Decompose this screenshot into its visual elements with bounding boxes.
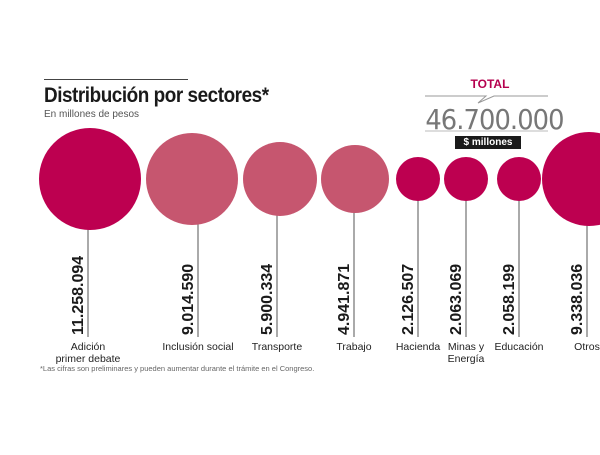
chart-subtitle: En millones de pesos bbox=[44, 109, 140, 120]
bubble-1 bbox=[146, 133, 238, 225]
total-label: TOTAL bbox=[470, 77, 510, 91]
total-value: 46.700.000 bbox=[425, 103, 564, 136]
title-rule bbox=[44, 79, 188, 80]
value-label: 2.063.069 bbox=[448, 263, 465, 335]
bubble-4 bbox=[396, 157, 440, 201]
value-label: 9.014.590 bbox=[180, 263, 197, 335]
bubble-5 bbox=[444, 157, 488, 201]
footnote: *Las cifras son preliminares y pueden au… bbox=[40, 364, 315, 373]
category-label: Transporte bbox=[251, 341, 303, 353]
value-label: 4.941.871 bbox=[336, 263, 353, 335]
chart-title: Distribución por sectores* bbox=[44, 84, 269, 107]
bubble-6 bbox=[497, 157, 541, 201]
bubble-0 bbox=[39, 128, 141, 230]
category-label: Inclusión social bbox=[162, 341, 234, 353]
total-callout-line bbox=[425, 95, 548, 104]
category-label: Minas y Energía bbox=[447, 341, 485, 365]
value-label: 9.338.036 bbox=[569, 263, 586, 335]
bubble-2 bbox=[243, 142, 317, 216]
value-label: 2.058.199 bbox=[501, 263, 518, 335]
bubble-7 bbox=[542, 132, 600, 226]
category-label: Adición primer debate bbox=[55, 341, 121, 365]
value-label: 5.900.334 bbox=[259, 263, 276, 335]
category-label: Hacienda bbox=[395, 341, 441, 353]
value-label: 11.258.094 bbox=[70, 255, 87, 335]
bubble-3 bbox=[321, 145, 389, 213]
category-label: Educación bbox=[494, 341, 544, 353]
category-label: Otros bbox=[574, 341, 600, 353]
total-unit-badge: $ millones bbox=[455, 136, 521, 149]
value-label: 2.126.507 bbox=[400, 263, 417, 335]
category-label: Trabajo bbox=[336, 341, 372, 353]
